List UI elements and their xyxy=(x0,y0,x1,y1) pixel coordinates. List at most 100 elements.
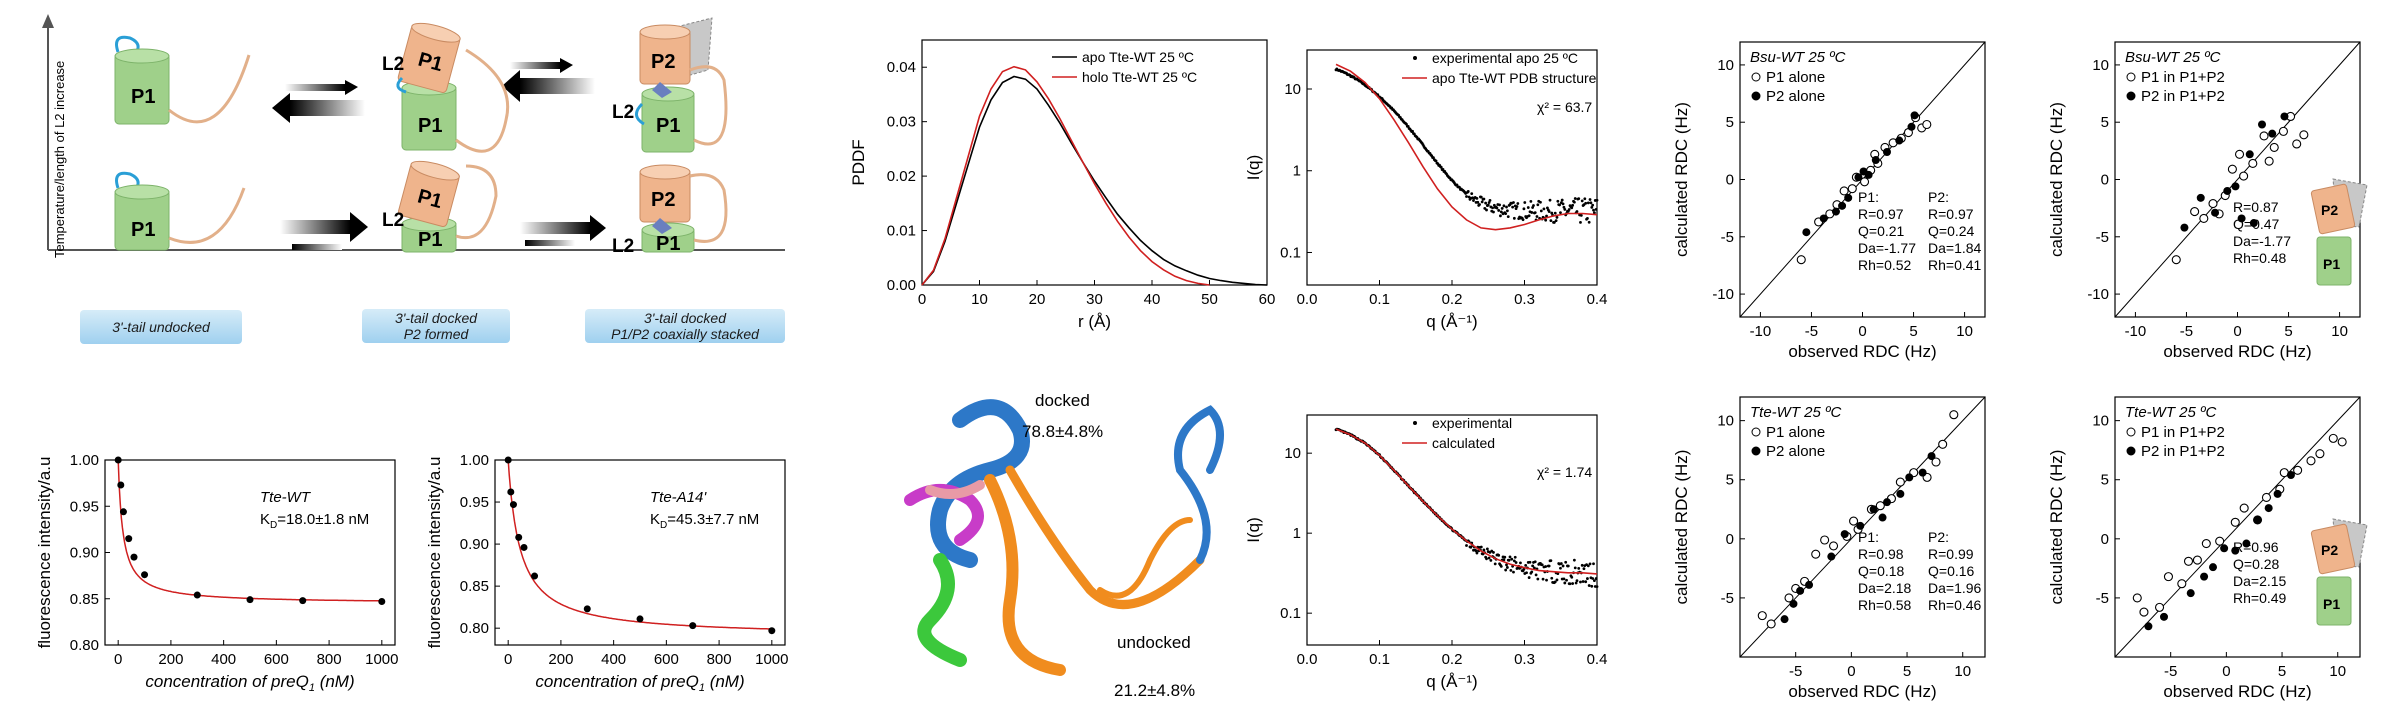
data-point xyxy=(1500,206,1504,210)
x-tick-label: 10 xyxy=(971,291,988,308)
data-point xyxy=(1556,199,1560,203)
x-tick-label: 0 xyxy=(1847,663,1855,680)
chart-rdc-tte-complex: -5 0 5 10 -5 0 5 10 Tte-WT 25 ºC P1 in P1+P2 P2 in… xyxy=(2047,396,2368,701)
data-point-filled xyxy=(2186,589,2195,598)
data-point xyxy=(1588,562,1592,566)
y-tick-label: -5 xyxy=(2096,590,2109,607)
data-point-filled xyxy=(1859,167,1868,176)
x-axis-label: q (Å⁻¹) xyxy=(1426,672,1477,691)
state-undocked-row1: P1 xyxy=(114,35,251,125)
legend-entry: P1 alone xyxy=(1766,69,1825,86)
data-point-filled xyxy=(1831,207,1840,216)
diagonal-line xyxy=(2114,396,2361,658)
data-point xyxy=(1580,563,1584,567)
data-point xyxy=(1512,570,1515,574)
x-tick-label: 5 xyxy=(1909,323,1917,340)
stats-text: Da=2.18 xyxy=(1858,580,1912,596)
x-tick-label: 0.0 xyxy=(1297,291,1318,308)
data-point xyxy=(1587,220,1591,224)
x-tick-label: -10 xyxy=(2125,323,2147,340)
y-axis-label: I(q) xyxy=(1244,517,1263,543)
data-point xyxy=(1549,559,1553,563)
p1-label: P1 xyxy=(2323,596,2340,612)
data-point xyxy=(1586,577,1589,580)
stats-text: Rh=0.58 xyxy=(1858,597,1912,613)
kd-subscript: D xyxy=(270,520,277,531)
chart-title: Tte-WT xyxy=(260,489,312,506)
data-point-open xyxy=(2227,164,2237,174)
data-point xyxy=(1493,562,1497,566)
data-point xyxy=(1479,545,1483,549)
x-axis-label: observed RDC (Hz) xyxy=(1788,342,1936,361)
data-point xyxy=(1478,203,1481,206)
fit-line xyxy=(117,459,382,602)
x-axis-label: observed RDC (Hz) xyxy=(2163,682,2311,701)
data-point xyxy=(636,615,644,623)
data-point xyxy=(507,488,515,496)
data-point xyxy=(117,481,125,489)
legend-marker xyxy=(2126,91,2136,101)
data-point-filled xyxy=(2180,223,2189,232)
data-point xyxy=(1575,210,1579,213)
data-point-filled xyxy=(2242,539,2251,548)
stats-text: Q=0.16 xyxy=(1928,563,1975,579)
svg-text:P2: P2 xyxy=(651,189,675,211)
undocked-percent: 21.2±4.8% xyxy=(1114,681,1195,700)
svg-text:P1: P1 xyxy=(656,115,680,137)
data-point-filled xyxy=(1878,513,1887,522)
data-point-filled xyxy=(2264,504,2273,513)
data-point xyxy=(1502,558,1506,562)
data-point xyxy=(1539,200,1542,204)
data-point-filled xyxy=(1780,615,1789,624)
data-point xyxy=(1405,122,1408,126)
data-point-open xyxy=(2183,556,2194,566)
kd-number: =45.3±7.7 nM xyxy=(667,511,759,528)
data-point xyxy=(1553,211,1557,215)
stats-text: Da=2.15 xyxy=(2233,573,2287,589)
data-point xyxy=(1544,565,1548,568)
y-tick-label: 0 xyxy=(2101,531,2109,548)
data-point-filled xyxy=(1883,498,1891,507)
y-tick-label: 0.1 xyxy=(1280,605,1301,622)
p2-cylinder-icon xyxy=(2310,523,2356,575)
data-point xyxy=(1492,203,1496,207)
stats-text: Q=0.47 xyxy=(2233,216,2280,232)
chart-title: Tte-WT 25 ºC xyxy=(1750,404,1841,421)
data-point xyxy=(1502,204,1506,208)
x-tick-label: -5 xyxy=(2180,323,2193,340)
stats-text: Q=0.21 xyxy=(1858,223,1905,239)
stats-text: Rh=0.46 xyxy=(1928,597,1982,613)
legend-entry: holo Tte-WT 25 ºC xyxy=(1082,69,1197,85)
stats-text: R=0.87 xyxy=(2233,199,2279,215)
data-point xyxy=(1591,577,1595,580)
chart-pddf: 0 10 20 30 40 50 60 0.00 0.01 0.02 0.03 0.04 apo Tte… xyxy=(849,39,1275,331)
x-tick-label: 400 xyxy=(211,651,236,668)
data-point xyxy=(1474,549,1478,553)
data-point xyxy=(1574,581,1578,585)
data-point xyxy=(1489,559,1493,562)
data-point-open xyxy=(2328,433,2338,443)
state-coaxial-row1: P2 P1 L2 xyxy=(612,17,728,153)
x-axis-label-sub: 1 xyxy=(309,682,315,694)
legend-marker xyxy=(2126,427,2136,437)
kd-subscript: D xyxy=(660,520,667,531)
data-point xyxy=(1587,584,1591,587)
y-tick-label: 0.95 xyxy=(70,498,99,515)
svg-text:P1: P1 xyxy=(656,233,680,255)
legend-entry: experimental xyxy=(1432,415,1512,431)
data-point xyxy=(689,622,697,630)
chart-title: Tte-WT 25 ºC xyxy=(2125,404,2216,421)
p2-label: P2 xyxy=(2321,542,2338,558)
data-point xyxy=(1526,206,1530,209)
x-tick-label: 0.1 xyxy=(1369,651,1390,668)
fit-line xyxy=(1335,428,1598,575)
x-axis-label-unit: (nM) xyxy=(705,672,745,691)
x-axis-label: r (Å) xyxy=(1078,312,1111,331)
y-tick-label: 10 xyxy=(2092,413,2109,430)
data-point xyxy=(1563,208,1567,211)
legend-entry: apo Tte-WT 25 ºC xyxy=(1082,49,1194,65)
data-point-open xyxy=(2208,199,2218,209)
stats-text: Da=-1.77 xyxy=(2233,233,2291,249)
data-point xyxy=(1545,578,1548,582)
data-point-open xyxy=(2215,536,2225,546)
